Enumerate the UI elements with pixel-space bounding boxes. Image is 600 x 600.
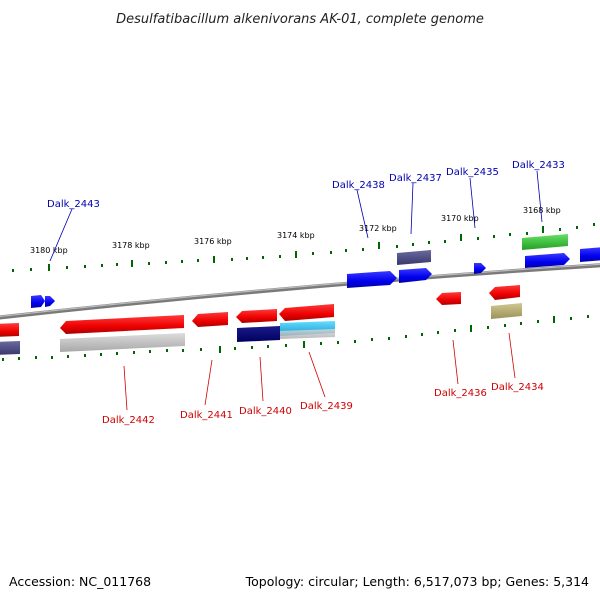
scale-major-tick [213, 256, 215, 263]
bottom-scale [2, 315, 589, 361]
scale-label: 3178 kbp [112, 241, 150, 250]
gene-reverse-gray[interactable] [60, 333, 185, 352]
top-leader-lines [49, 170, 543, 262]
gene-forward[interactable] [31, 295, 45, 308]
scale-label: 3174 kbp [277, 231, 315, 240]
gene-reverse-khaki[interactable] [491, 303, 522, 319]
gene-label[interactable]: Dalk_2434 [491, 382, 544, 393]
scale-major-tick [542, 226, 544, 233]
gene-forward[interactable] [45, 296, 55, 307]
scale-major-tick [131, 260, 133, 267]
gene-forward[interactable] [580, 247, 600, 262]
gene-label[interactable]: Dalk_2440 [239, 406, 292, 417]
scale-major-tick [460, 234, 462, 241]
gene-forward[interactable] [474, 263, 486, 274]
gene-label[interactable]: Dalk_2437 [389, 173, 442, 184]
gene-reverse-gray[interactable] [280, 329, 335, 339]
gene-reverse[interactable] [60, 315, 184, 334]
reverse-strand-genes [0, 285, 522, 355]
gene-reverse[interactable] [279, 304, 334, 321]
gene-reverse[interactable] [236, 309, 277, 323]
scale-label: 3180 kbp [30, 246, 68, 255]
gene-label[interactable]: Dalk_2433 [512, 160, 565, 171]
gene-label[interactable]: Dalk_2443 [47, 199, 100, 210]
top-scale [12, 223, 595, 272]
bottom-leader-lines [123, 332, 516, 411]
gene-label[interactable]: Dalk_2441 [180, 410, 233, 421]
gene-reverse-navy[interactable] [237, 326, 280, 342]
scale-label: 3170 kbp [441, 214, 479, 223]
gene-reverse[interactable] [192, 312, 228, 327]
gene-forward-green[interactable] [522, 234, 568, 250]
gene-label[interactable]: Dalk_2436 [434, 388, 487, 399]
accession-text: Accession: NC_011768 [9, 574, 151, 589]
scale-major-tick [48, 264, 50, 271]
scale-label: 3176 kbp [194, 237, 232, 246]
scale-major-tick [378, 242, 380, 249]
forward-strand-genes [31, 234, 600, 308]
gene-reverse[interactable] [436, 292, 461, 305]
gene-forward-slate[interactable] [397, 250, 431, 265]
gene-forward[interactable] [347, 271, 397, 288]
genome-summary-text: Topology: circular; Length: 6,517,073 bp… [245, 574, 589, 589]
gene-forward[interactable] [399, 268, 432, 283]
gene-label[interactable]: Dalk_2439 [300, 401, 353, 412]
gene-label[interactable]: Dalk_2438 [332, 180, 385, 191]
scale-label: 3172 kbp [359, 224, 397, 233]
gene-reverse-slate[interactable] [0, 341, 20, 355]
gene-reverse[interactable] [489, 285, 520, 300]
gene-label[interactable]: Dalk_2435 [446, 167, 499, 178]
scale-major-tick [295, 251, 297, 258]
gene-label[interactable]: Dalk_2442 [102, 415, 155, 426]
genome-title: Desulfatibacillum alkenivorans AK-01, co… [116, 12, 484, 27]
scale-label: 3168 kbp [523, 206, 561, 215]
gene-forward[interactable] [525, 253, 570, 268]
gene-reverse[interactable] [0, 323, 19, 337]
genome-backbone [0, 263, 600, 320]
